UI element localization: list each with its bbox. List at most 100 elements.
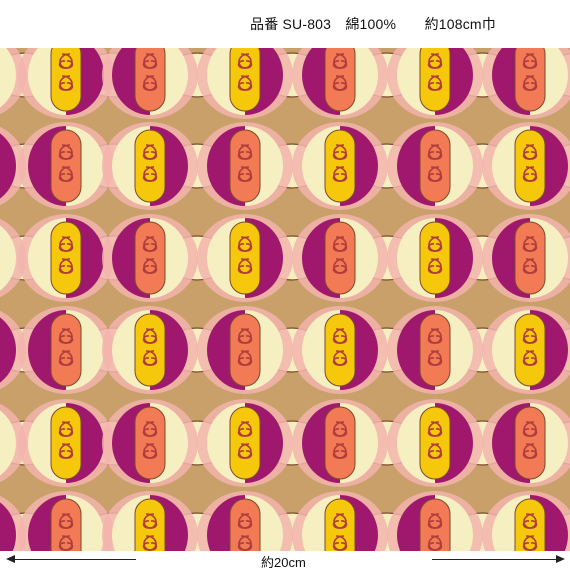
- scroll-curl: [523, 144, 538, 160]
- scroll-curl: [523, 350, 538, 366]
- product-info-text: 品番 SU-803 綿100% 約108cm巾: [250, 16, 496, 32]
- fabric-motif: [102, 306, 198, 394]
- motif-core: [419, 498, 451, 551]
- scroll-curl: [523, 443, 538, 459]
- scroll-curl: [333, 443, 348, 459]
- motif-scrolls: [332, 513, 348, 551]
- motif-core: [229, 498, 261, 551]
- fabric-motif: [102, 122, 198, 210]
- fabric-motif: [0, 310, 26, 390]
- scale-arrow-right-icon: [556, 555, 565, 563]
- fabric-motif: [482, 122, 570, 210]
- motif-scrolls: [58, 53, 74, 91]
- scroll-curl: [59, 75, 74, 91]
- fabric-motif: [197, 491, 293, 551]
- motif-core: [229, 406, 261, 480]
- motif-scrolls: [522, 53, 538, 91]
- motif-core: [419, 48, 451, 112]
- motif-scrolls: [427, 144, 443, 182]
- header: 品番 SU-803 綿100% 約108cm巾: [0, 0, 570, 48]
- motif-core: [229, 313, 261, 387]
- motif-core: [514, 221, 546, 295]
- scroll-curl: [428, 53, 443, 69]
- motif-scrolls: [58, 421, 74, 459]
- scroll-curl: [428, 258, 443, 274]
- motif-core: [324, 313, 356, 387]
- motif-scrolls: [332, 421, 348, 459]
- scroll-curl: [59, 144, 74, 160]
- fabric-motif: [0, 403, 26, 483]
- fabric-motif: [0, 126, 26, 206]
- motif-core: [514, 129, 546, 203]
- motif-scrolls: [58, 236, 74, 274]
- motif-core: [134, 48, 166, 112]
- scroll-curl: [333, 350, 348, 366]
- motif-core: [324, 498, 356, 551]
- fabric-motif: [292, 122, 388, 210]
- motif-scrolls: [142, 53, 158, 91]
- scroll-curl: [333, 236, 348, 252]
- scroll-curl: [333, 513, 348, 529]
- scroll-curl: [333, 53, 348, 69]
- fabric-motif: [197, 122, 293, 210]
- motif-core: [134, 498, 166, 551]
- scroll-curl: [59, 258, 74, 274]
- fabric-motif: [387, 399, 483, 487]
- scroll-curl: [428, 350, 443, 366]
- fabric-pattern-swatch: [0, 48, 570, 551]
- motif-scrolls: [237, 421, 253, 459]
- scroll-curl: [333, 421, 348, 437]
- scroll-curl: [143, 258, 158, 274]
- scroll-curl: [428, 144, 443, 160]
- motif-scrolls: [142, 513, 158, 551]
- scroll-curl: [59, 236, 74, 252]
- motif-scrolls: [427, 328, 443, 366]
- motif-scrolls: [237, 144, 253, 182]
- fabric-motif: [197, 399, 293, 487]
- fabric-motif: [18, 306, 114, 394]
- scroll-curl: [238, 144, 253, 160]
- fabric-motif: [197, 306, 293, 394]
- motif-core: [514, 48, 546, 112]
- motif-core: [134, 221, 166, 295]
- motif-scrolls: [427, 513, 443, 551]
- motif-core: [229, 129, 261, 203]
- motif-core: [324, 48, 356, 112]
- scroll-curl: [333, 75, 348, 91]
- fabric-motif: [102, 491, 198, 551]
- scroll-curl: [523, 166, 538, 182]
- motif-core: [50, 406, 82, 480]
- motif-core: [134, 129, 166, 203]
- fabric-motif: [18, 48, 114, 119]
- fabric-motif: [292, 399, 388, 487]
- fabric-motif: [292, 491, 388, 551]
- scroll-curl: [143, 53, 158, 69]
- scale-line-right: [432, 559, 557, 560]
- motif-scrolls: [58, 328, 74, 366]
- scroll-curl: [523, 421, 538, 437]
- scroll-curl: [523, 535, 538, 551]
- motif-half-right: [0, 133, 16, 199]
- motif-scrolls: [522, 236, 538, 274]
- motif-scrolls: [58, 144, 74, 182]
- scroll-curl: [428, 535, 443, 551]
- scroll-curl: [523, 258, 538, 274]
- scroll-curl: [428, 236, 443, 252]
- scroll-curl: [238, 53, 253, 69]
- scale-line-left: [14, 559, 136, 560]
- motif-core: [229, 221, 261, 295]
- fabric-motif: [292, 306, 388, 394]
- scroll-curl: [59, 53, 74, 69]
- scroll-curl: [523, 53, 538, 69]
- fabric-motif: [102, 399, 198, 487]
- motif-scrolls: [142, 144, 158, 182]
- fabric-motif: [482, 306, 570, 394]
- scroll-curl: [59, 513, 74, 529]
- motif-core: [514, 406, 546, 480]
- scroll-curl: [143, 144, 158, 160]
- scroll-curl: [143, 421, 158, 437]
- scroll-curl: [238, 535, 253, 551]
- scroll-curl: [333, 328, 348, 344]
- scroll-curl: [428, 421, 443, 437]
- scroll-curl: [59, 535, 74, 551]
